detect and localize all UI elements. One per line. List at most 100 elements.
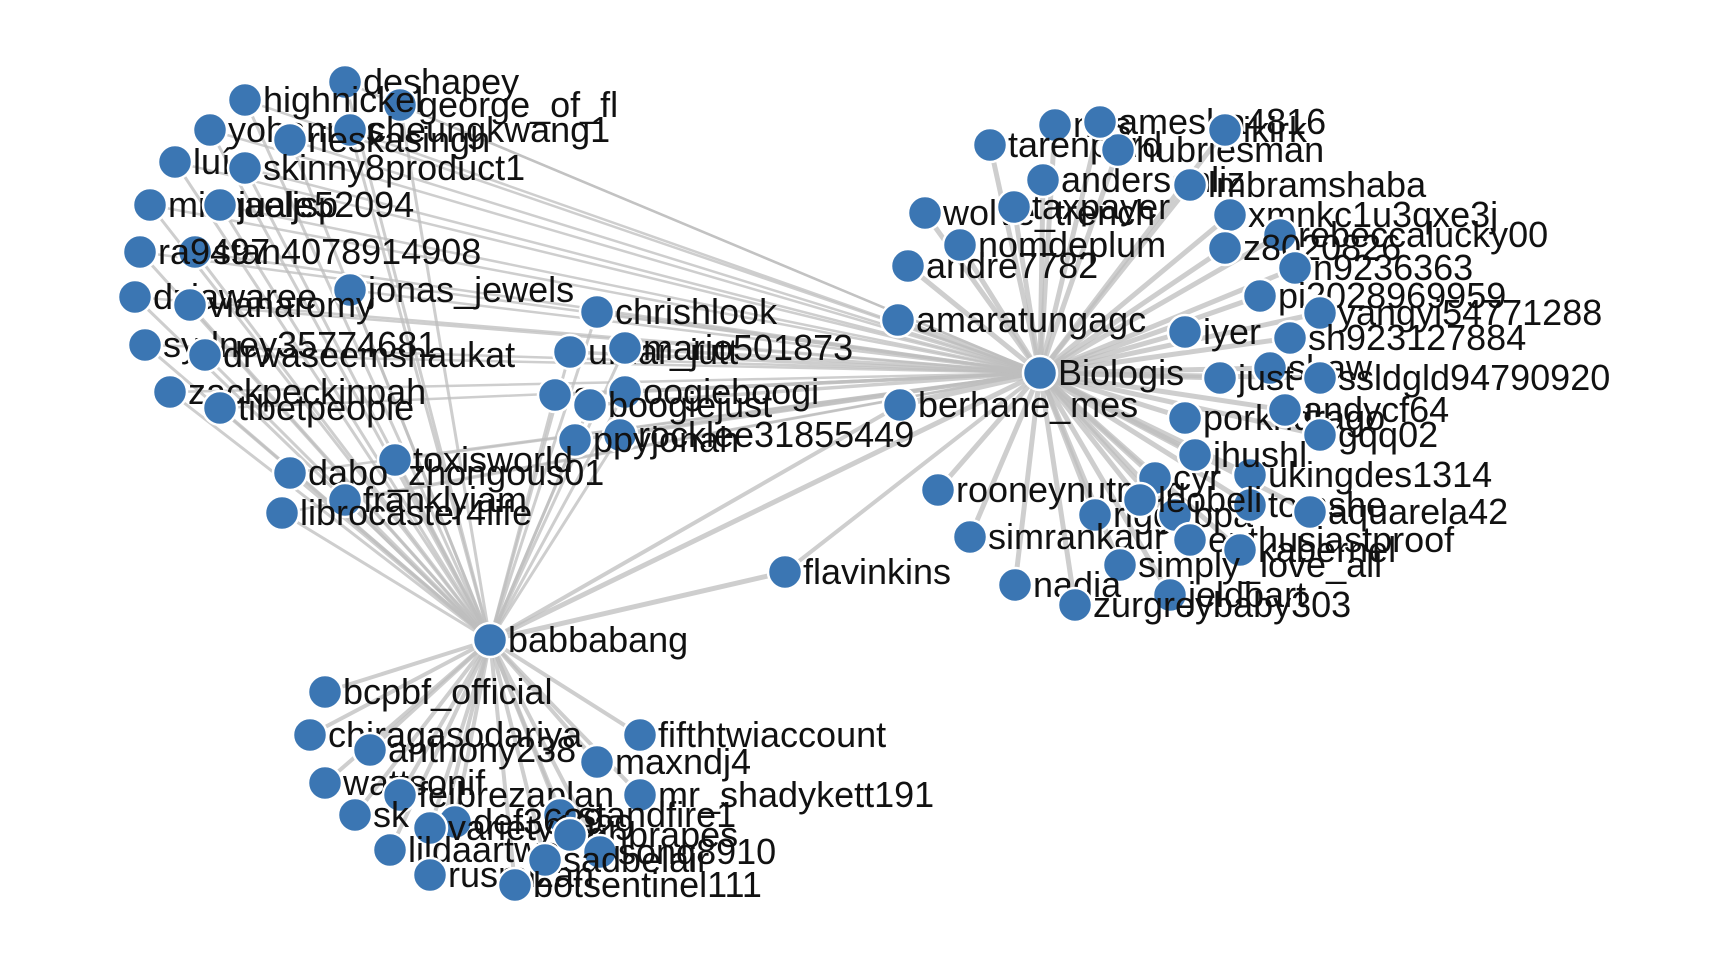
- node-marker[interactable]: [1036, 106, 1074, 144]
- node-marker[interactable]: [606, 373, 644, 411]
- node-marker[interactable]: [1024, 161, 1062, 199]
- node-marker[interactable]: [156, 143, 194, 181]
- node-marker[interactable]: [1101, 546, 1139, 584]
- node-nomdeplum[interactable]: nomdeplum: [941, 224, 1166, 265]
- node-marker[interactable]: [381, 776, 419, 814]
- node-marker[interactable]: [1261, 216, 1299, 254]
- node-skinny8product1[interactable]: skinny8product1: [226, 147, 525, 188]
- node-kabernel[interactable]: kabernel: [1221, 529, 1396, 570]
- node-jonas_jewels[interactable]: jonas_jewels: [331, 269, 574, 310]
- node-marker[interactable]: [1206, 111, 1244, 149]
- node-marker[interactable]: [578, 293, 616, 331]
- node-marker[interactable]: [201, 186, 239, 224]
- node-xmnkc1u3qxe3j[interactable]: xmnkc1u3qxe3j: [1211, 194, 1498, 235]
- node-stan4078914908[interactable]: stan4078914908: [176, 231, 481, 272]
- node-just[interactable]: just: [1201, 357, 1294, 398]
- node-marker[interactable]: [526, 841, 564, 879]
- node-marker[interactable]: [291, 716, 329, 754]
- node-marker[interactable]: [381, 86, 419, 124]
- node-marker[interactable]: [331, 111, 369, 149]
- node-marker[interactable]: [571, 386, 609, 424]
- node-marker[interactable]: [1266, 391, 1304, 429]
- node-marker[interactable]: [1206, 229, 1244, 267]
- node-z8020826[interactable]: z8020826: [1206, 227, 1401, 268]
- node-marker[interactable]: [411, 809, 449, 847]
- node-marker[interactable]: [1301, 359, 1339, 397]
- node-marker[interactable]: [578, 743, 616, 781]
- node-marker[interactable]: [1301, 416, 1339, 454]
- node-aquarela42[interactable]: aquarela42: [1291, 491, 1508, 532]
- node-marker[interactable]: [1211, 196, 1249, 234]
- node-amaratungagc[interactable]: amaratungagc: [879, 299, 1146, 340]
- node-wolvestrench[interactable]: wolve_trench: [906, 192, 1155, 233]
- node-simrankaur[interactable]: simrankaur: [951, 516, 1166, 557]
- node-rebeccalucky00[interactable]: rebeccalucky00: [1261, 214, 1548, 255]
- node-marker[interactable]: [271, 121, 309, 159]
- node-dabo_zhongous01[interactable]: dabo_zhongous01: [271, 452, 604, 493]
- node-ssldgld94790920[interactable]: ssldgld94790920: [1301, 357, 1610, 398]
- node-marker[interactable]: [551, 816, 589, 854]
- node-marker[interactable]: [1081, 103, 1119, 141]
- node-marker[interactable]: [1301, 294, 1339, 332]
- node-fifthtwiaccount[interactable]: fifthtwiaccount: [621, 714, 886, 755]
- node-marker[interactable]: [536, 376, 574, 414]
- node-marker[interactable]: [496, 866, 534, 904]
- node-oogieboogi[interactable]: oogieboogi: [606, 371, 819, 412]
- node-mr_shadykett191[interactable]: mr_shadykett191: [621, 774, 934, 815]
- node-marker[interactable]: [306, 764, 344, 802]
- node-marker[interactable]: [995, 188, 1033, 226]
- node-skyp[interactable]: sk: [336, 794, 410, 835]
- node-marker[interactable]: [996, 566, 1034, 604]
- node-marker[interactable]: [1166, 313, 1204, 351]
- node-tibetpeople[interactable]: tibetpeople: [201, 387, 414, 428]
- node-franklyiam[interactable]: franklyiam: [326, 479, 527, 520]
- node-rocklee31855449[interactable]: rocklee31855449: [601, 414, 914, 455]
- node-rusmizan[interactable]: rusmizan: [411, 854, 594, 895]
- node-lmbramshaba[interactable]: lmbramshaba: [1171, 164, 1427, 205]
- node-marker[interactable]: [919, 471, 957, 509]
- node-marker[interactable]: [941, 226, 979, 264]
- node-marker[interactable]: [879, 301, 917, 339]
- node-marker[interactable]: [971, 126, 1009, 164]
- node-marker[interactable]: [351, 731, 389, 769]
- node-george_of_fl[interactable]: george_of_fl: [381, 84, 618, 125]
- node-librocaster4life[interactable]: librocaster4life: [263, 492, 532, 533]
- node-marker[interactable]: [1176, 436, 1214, 474]
- node-marker[interactable]: [331, 271, 369, 309]
- node-marker[interactable]: [176, 233, 214, 271]
- node-zurgreybaby303[interactable]: zurgreybaby303: [1056, 584, 1351, 625]
- node-marker[interactable]: [1271, 319, 1309, 357]
- node-iyer[interactable]: iyer: [1166, 311, 1261, 352]
- node-cheungkwang1[interactable]: cheungkwang1: [331, 109, 610, 150]
- node-anthony238[interactable]: anthony238: [351, 729, 576, 770]
- node-bcpbf_official[interactable]: bcpbf_official: [306, 671, 552, 712]
- node-marker[interactable]: [1291, 493, 1329, 531]
- node-marker[interactable]: [766, 553, 804, 591]
- node-ppyjonah[interactable]: ppyjonah: [556, 419, 739, 460]
- node-marker[interactable]: [306, 673, 344, 711]
- node-marker[interactable]: [1021, 354, 1059, 392]
- node-marker[interactable]: [1166, 399, 1204, 437]
- node-umar_jutt[interactable]: umar_jutt: [551, 331, 738, 372]
- node-marker[interactable]: [171, 286, 209, 324]
- node-simply_love_all[interactable]: simply_love_all: [1101, 544, 1382, 585]
- node-marker[interactable]: [411, 856, 449, 894]
- node-marker[interactable]: [131, 186, 169, 224]
- node-babbabang[interactable]: babbabang: [471, 619, 688, 660]
- node-marker[interactable]: [1099, 131, 1137, 169]
- node-marker[interactable]: [951, 518, 989, 556]
- node-yangyi54771288[interactable]: yangyi54771288: [1301, 292, 1602, 333]
- node-drwaseemshaukat[interactable]: drwaseemshaukat: [186, 334, 515, 375]
- node-marker[interactable]: [906, 194, 944, 232]
- node-hubriesman[interactable]: hubriesman: [1099, 129, 1324, 170]
- node-marker[interactable]: [191, 111, 229, 149]
- node-marker[interactable]: [606, 329, 644, 367]
- node-marker[interactable]: [226, 149, 264, 187]
- node-marker[interactable]: [271, 454, 309, 492]
- node-marker[interactable]: [116, 278, 154, 316]
- node-marker[interactable]: [121, 233, 159, 271]
- node-andersonliz[interactable]: andersonliz: [1024, 159, 1245, 200]
- node-rieskasingh[interactable]: rieskasingh: [271, 119, 490, 160]
- node-marker[interactable]: [326, 481, 364, 519]
- node-ikirk[interactable]: ikirk: [1206, 109, 1308, 150]
